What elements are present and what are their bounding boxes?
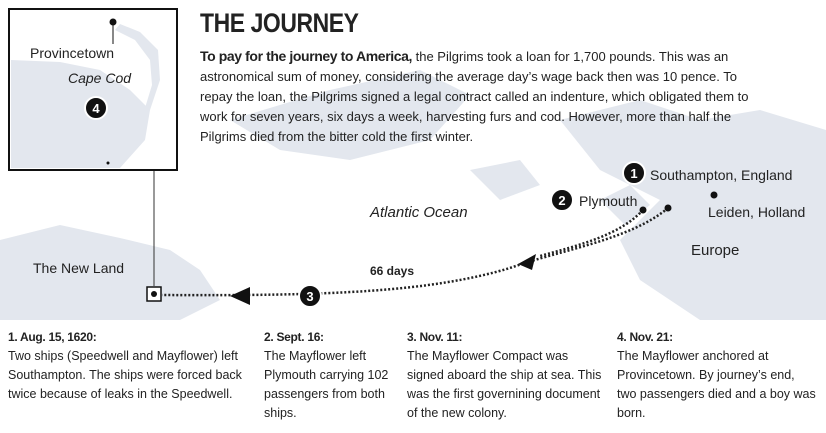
stop-marker: 1	[622, 161, 646, 185]
event-date: 1. Aug. 15, 1620:	[8, 330, 97, 344]
duration-label: 66 days	[370, 264, 414, 278]
marker-number: 1	[630, 166, 637, 181]
event: 4. Nov. 21: The Mayflower anchored at Pro…	[617, 328, 817, 423]
continent-label: Europe	[691, 242, 739, 259]
event-text: The Mayflower Compact was signed aboard …	[407, 349, 602, 420]
event-date: 2. Sept. 16:	[264, 330, 324, 344]
place-label: Southampton, England	[650, 167, 792, 183]
stop-marker: 2	[550, 188, 574, 212]
marker-number: 4	[92, 101, 100, 116]
inset-map: 4 Provincetown Cape Cod	[8, 8, 178, 171]
place-label: The New Land	[33, 260, 124, 276]
event-text: Two ships (Speedwell and Mayflower) left…	[8, 349, 242, 401]
marker-number: 2	[558, 193, 565, 208]
intro-lead: To pay for the journey to America,	[200, 48, 412, 64]
place-dot	[639, 206, 647, 214]
region-label: Cape Cod	[68, 70, 132, 86]
event-date: 3. Nov. 11:	[407, 330, 463, 344]
destination-dot	[151, 291, 157, 297]
route-arrow	[518, 254, 536, 270]
event-text: The Mayflower anchored at Provincetown. …	[617, 349, 816, 420]
route	[161, 207, 669, 297]
marker-number: 3	[306, 289, 313, 304]
stop-marker: 3	[298, 284, 322, 308]
title: THE JOURNEY	[200, 8, 359, 38]
event: 2. Sept. 16: The Mayflower left Plymouth …	[264, 328, 399, 423]
intro-body: the Pilgrims took a loan for 1,700 pound…	[200, 49, 749, 144]
place-label: Provincetown	[30, 45, 114, 61]
event-date: 4. Nov. 21:	[617, 330, 673, 344]
route-branch	[539, 209, 644, 258]
event-text: The Mayflower left Plymouth carrying 102…	[264, 349, 389, 420]
place-label: Plymouth	[579, 193, 637, 209]
place-label: Leiden, Holland	[708, 204, 805, 220]
place-dot	[710, 191, 718, 199]
route-arrow	[230, 287, 250, 305]
event: 1. Aug. 15, 1620: Two ships (Speedwell an…	[8, 328, 248, 404]
event: 3. Nov. 11: The Mayflower Compact was sig…	[407, 328, 607, 423]
intro: To pay for the journey to America, the P…	[200, 46, 770, 147]
ocean-label: Atlantic Ocean	[369, 204, 468, 221]
place-dot	[664, 204, 672, 212]
